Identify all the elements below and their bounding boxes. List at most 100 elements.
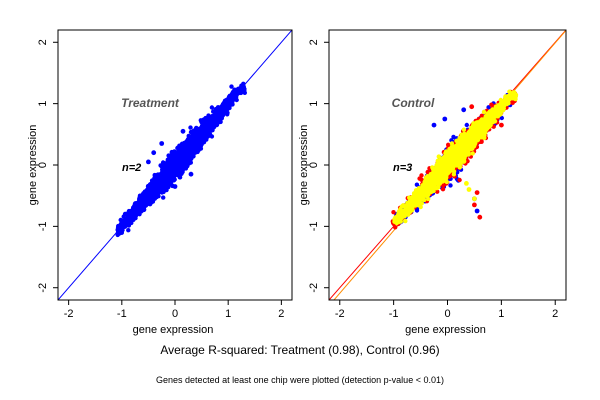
scatter-point <box>446 142 451 147</box>
x-tick-label: -2 <box>64 308 74 320</box>
y-tick-label: 0 <box>37 162 49 168</box>
scatter-point <box>226 103 232 108</box>
series-points <box>392 89 519 226</box>
x-tick-label: -1 <box>117 308 127 320</box>
scatter-point <box>209 105 215 110</box>
scatter-point <box>241 81 246 87</box>
y-tick-label: 2 <box>37 39 49 45</box>
scatter-point <box>222 110 227 116</box>
scatter-point <box>195 133 200 138</box>
scatter-point <box>193 125 199 131</box>
scatter-point <box>117 224 122 230</box>
scatter-point <box>190 135 195 140</box>
scatter-point <box>159 164 164 169</box>
y-tick-label: 1 <box>37 101 49 107</box>
scatter-point <box>170 167 176 173</box>
scatter-point <box>211 123 217 129</box>
x-tick-label: 2 <box>278 308 284 320</box>
plot-area <box>58 30 292 300</box>
scatter-point <box>161 195 166 200</box>
scatter-point <box>419 173 424 178</box>
scatter-point <box>157 177 163 182</box>
scatter-point <box>451 134 456 140</box>
scatter-point <box>213 120 218 125</box>
scatter-point <box>204 126 209 131</box>
scatter-point <box>159 141 165 146</box>
scatter-point <box>229 84 234 89</box>
scatter-point <box>124 217 130 222</box>
scatter-point <box>393 225 398 230</box>
scatter-point <box>188 125 193 130</box>
x-axis-label: gene expression <box>133 324 214 336</box>
scatter-point <box>228 98 234 103</box>
scatter-point <box>172 171 178 176</box>
scatter-point <box>191 131 197 136</box>
scatter-point <box>129 208 134 213</box>
scatter-point <box>177 157 182 163</box>
panel-title: Treatment <box>121 96 180 110</box>
scatter-point <box>133 213 138 219</box>
scatter-point <box>391 210 396 215</box>
scatter-point <box>477 214 483 220</box>
scatter-point <box>237 89 242 95</box>
scatter-point <box>185 138 190 144</box>
scatter-point <box>176 149 182 154</box>
x-tick-label: 0 <box>172 308 178 320</box>
scatter-point <box>198 118 203 123</box>
scatter-point <box>180 128 186 134</box>
scatter-point <box>166 173 172 179</box>
scatter-point <box>152 188 157 193</box>
scatter-point <box>184 154 189 159</box>
scatter-point <box>182 143 187 148</box>
scatter-point <box>155 185 160 190</box>
scatter-point <box>183 148 188 154</box>
scatter-point <box>148 189 153 195</box>
scatter-point <box>146 159 151 165</box>
scatter-point <box>173 164 179 169</box>
scatter-point <box>431 122 437 128</box>
scatter-point <box>442 116 448 122</box>
scatter-point <box>118 217 123 223</box>
scatter-point <box>435 189 440 194</box>
scatter-point <box>149 178 155 183</box>
scatter-point <box>198 146 204 151</box>
scatter-point <box>159 180 164 185</box>
y-tick-label: -2 <box>37 283 49 293</box>
scatter-point <box>172 184 178 189</box>
scatter-point <box>457 177 462 183</box>
scatter-point <box>182 159 187 164</box>
sample-count-label: n=2 <box>122 162 141 174</box>
scatter-point <box>188 158 193 163</box>
scatter-point <box>440 187 446 192</box>
scatter-point <box>192 139 198 144</box>
scatter-point <box>213 111 218 117</box>
scatter-point <box>161 186 166 191</box>
scatter-point <box>226 95 232 100</box>
scatter-point <box>129 215 134 220</box>
scatter-point <box>479 139 484 144</box>
scatter-point <box>121 221 126 226</box>
scatter-point <box>199 125 204 130</box>
scatter-point <box>196 140 201 145</box>
scatter-point <box>126 223 132 228</box>
scatter-point <box>205 117 210 122</box>
scatter-point <box>209 134 215 139</box>
scatter-point <box>163 163 168 168</box>
scatter-point <box>474 190 480 196</box>
plot-area <box>329 30 566 300</box>
y-axis-label: gene expression <box>27 125 39 206</box>
scatter-point <box>135 209 141 214</box>
scatter-point <box>203 132 208 137</box>
scatter-point <box>220 105 225 110</box>
scatter-point <box>241 89 246 94</box>
scatter-point <box>151 150 157 156</box>
scatter-point <box>469 104 475 110</box>
scatter-point <box>194 146 199 151</box>
scatter-point <box>168 153 173 158</box>
scatter-point <box>152 196 157 201</box>
scatter-point <box>166 167 172 172</box>
scatter-point <box>180 169 185 175</box>
scatter-point <box>171 161 176 166</box>
